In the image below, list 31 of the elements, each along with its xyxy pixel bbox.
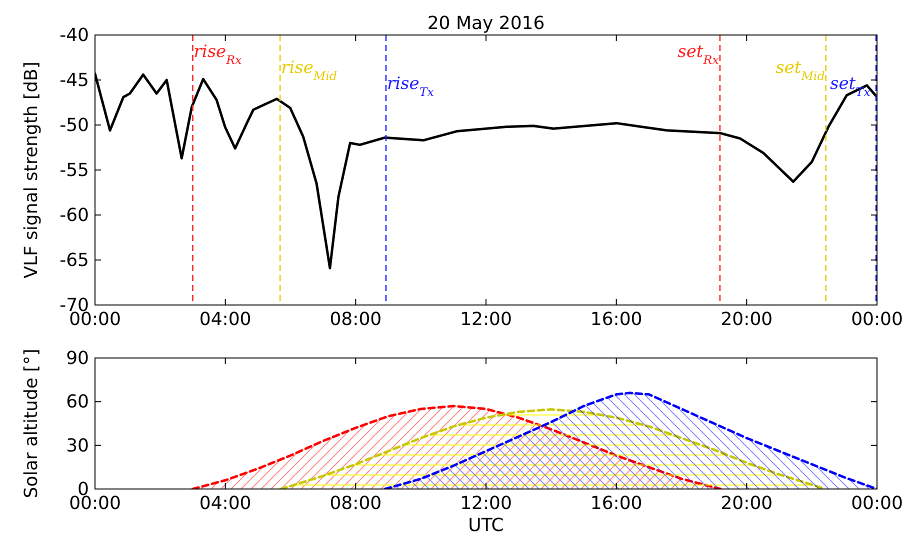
x-tick-label: 20:00 (720, 493, 773, 514)
y-tick-label: -55 (60, 160, 89, 181)
x-tick-label: 20:00 (720, 309, 773, 330)
x-tick-label: 04:00 (199, 493, 252, 514)
ref-line-label: set$_{Rx}$ (678, 42, 720, 67)
ref-line-label: set$_{Tx}$ (830, 74, 871, 99)
ref-line-label: rise$_{Tx}$ (386, 74, 434, 99)
ref-line-label: rise$_{Rx}$ (194, 42, 242, 67)
chart-title: 20 May 2016 (427, 13, 545, 34)
x-tick-label: 00:00 (851, 493, 903, 514)
x-tick-label: 04:00 (199, 309, 252, 330)
y-tick-label: 30 (66, 435, 89, 456)
x-tick-label: 08:00 (330, 493, 382, 514)
x-tick-label: 12:00 (460, 309, 512, 330)
ref-line-label: rise$_{Mid}$ (281, 58, 338, 83)
x-tick-label: 16:00 (590, 309, 642, 330)
x-tick-label: 16:00 (590, 493, 642, 514)
y-tick-label: 60 (66, 392, 89, 413)
x-tick-label: 12:00 (460, 493, 512, 514)
y-axis-title: Solar altitude [°] (21, 348, 42, 498)
y-tick-label: -65 (60, 250, 89, 271)
y-axis-title: VLF signal strength [dB] (21, 62, 42, 278)
x-tick-label: 08:00 (330, 309, 382, 330)
y-tick-label: -45 (60, 70, 89, 91)
x-axis-title: UTC (468, 515, 504, 536)
y-tick-label: -60 (60, 205, 89, 226)
y-tick-label: -40 (60, 25, 89, 46)
ref-line-label: set$_{Mid}$ (776, 58, 826, 83)
x-tick-label: 00:00 (851, 309, 903, 330)
y-tick-label: 90 (66, 348, 89, 369)
y-tick-label: -50 (60, 115, 89, 136)
